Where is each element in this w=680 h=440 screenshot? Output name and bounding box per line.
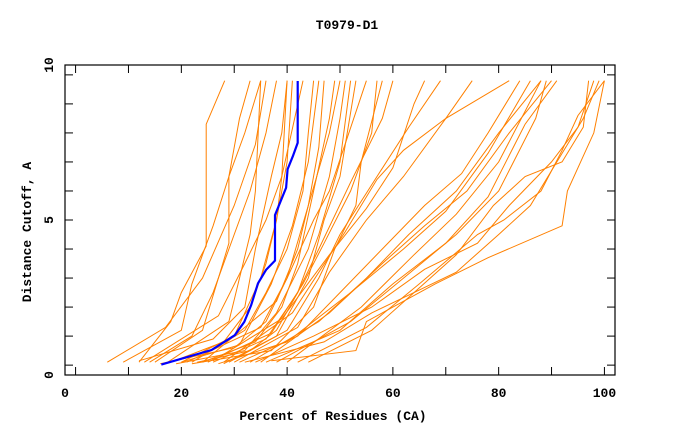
model-line-7: [181, 80, 288, 363]
model-line-16: [197, 80, 394, 363]
model-line-24: [276, 80, 547, 363]
model-line-2: [122, 80, 251, 363]
y-tick-label: 10: [42, 57, 57, 73]
x-tick-label: 40: [279, 386, 295, 401]
model-line-20: [218, 80, 531, 365]
model-line-8: [191, 80, 315, 363]
model-line-25: [286, 80, 542, 363]
model-line-34: [144, 80, 304, 363]
x-axis-label: Percent of Residues (CA): [239, 409, 426, 424]
x-tick-label: 0: [61, 386, 69, 401]
y-tick-label: 5: [42, 216, 57, 224]
series-group: [107, 80, 605, 366]
model-line-29: [308, 80, 590, 363]
axes-group: 0 20 40 60 80 100 0 5 10: [42, 57, 616, 401]
model-line-5: [154, 80, 262, 363]
plot-frame: [64, 64, 616, 376]
model-line-14: [186, 80, 367, 363]
chart-title: T0979-D1: [316, 18, 379, 33]
model-line-35: [191, 80, 383, 365]
model-line-26: [255, 80, 595, 363]
model-line-19: [239, 80, 521, 363]
model-line-10: [202, 80, 336, 363]
model-line-38: [223, 80, 510, 363]
x-tick-label: 100: [593, 386, 617, 401]
model-line-4: [149, 80, 277, 363]
model-line-1: [138, 80, 226, 363]
model-line-37: [202, 80, 341, 363]
model-line-15: [207, 80, 378, 363]
model-line-21: [249, 80, 542, 363]
model-line-33: [181, 80, 320, 363]
model-line-17: [228, 80, 441, 363]
x-tick-label: 20: [174, 386, 190, 401]
model-line-3: [107, 80, 267, 363]
model-line-11: [176, 80, 346, 365]
model-line-31: [138, 80, 288, 362]
model-line-28: [244, 80, 600, 363]
x-tick-label: 80: [491, 386, 507, 401]
highlight-line: [160, 81, 299, 366]
y-tick-label: 0: [42, 371, 57, 379]
model-line-30: [297, 80, 605, 363]
model-line-36: [212, 80, 426, 362]
model-line-32: [165, 80, 262, 365]
x-tick-label: 60: [385, 386, 401, 401]
model-line-12: [212, 80, 352, 363]
y-axis-label: Distance Cutoff, A: [20, 162, 35, 303]
model-line-22: [260, 80, 552, 363]
